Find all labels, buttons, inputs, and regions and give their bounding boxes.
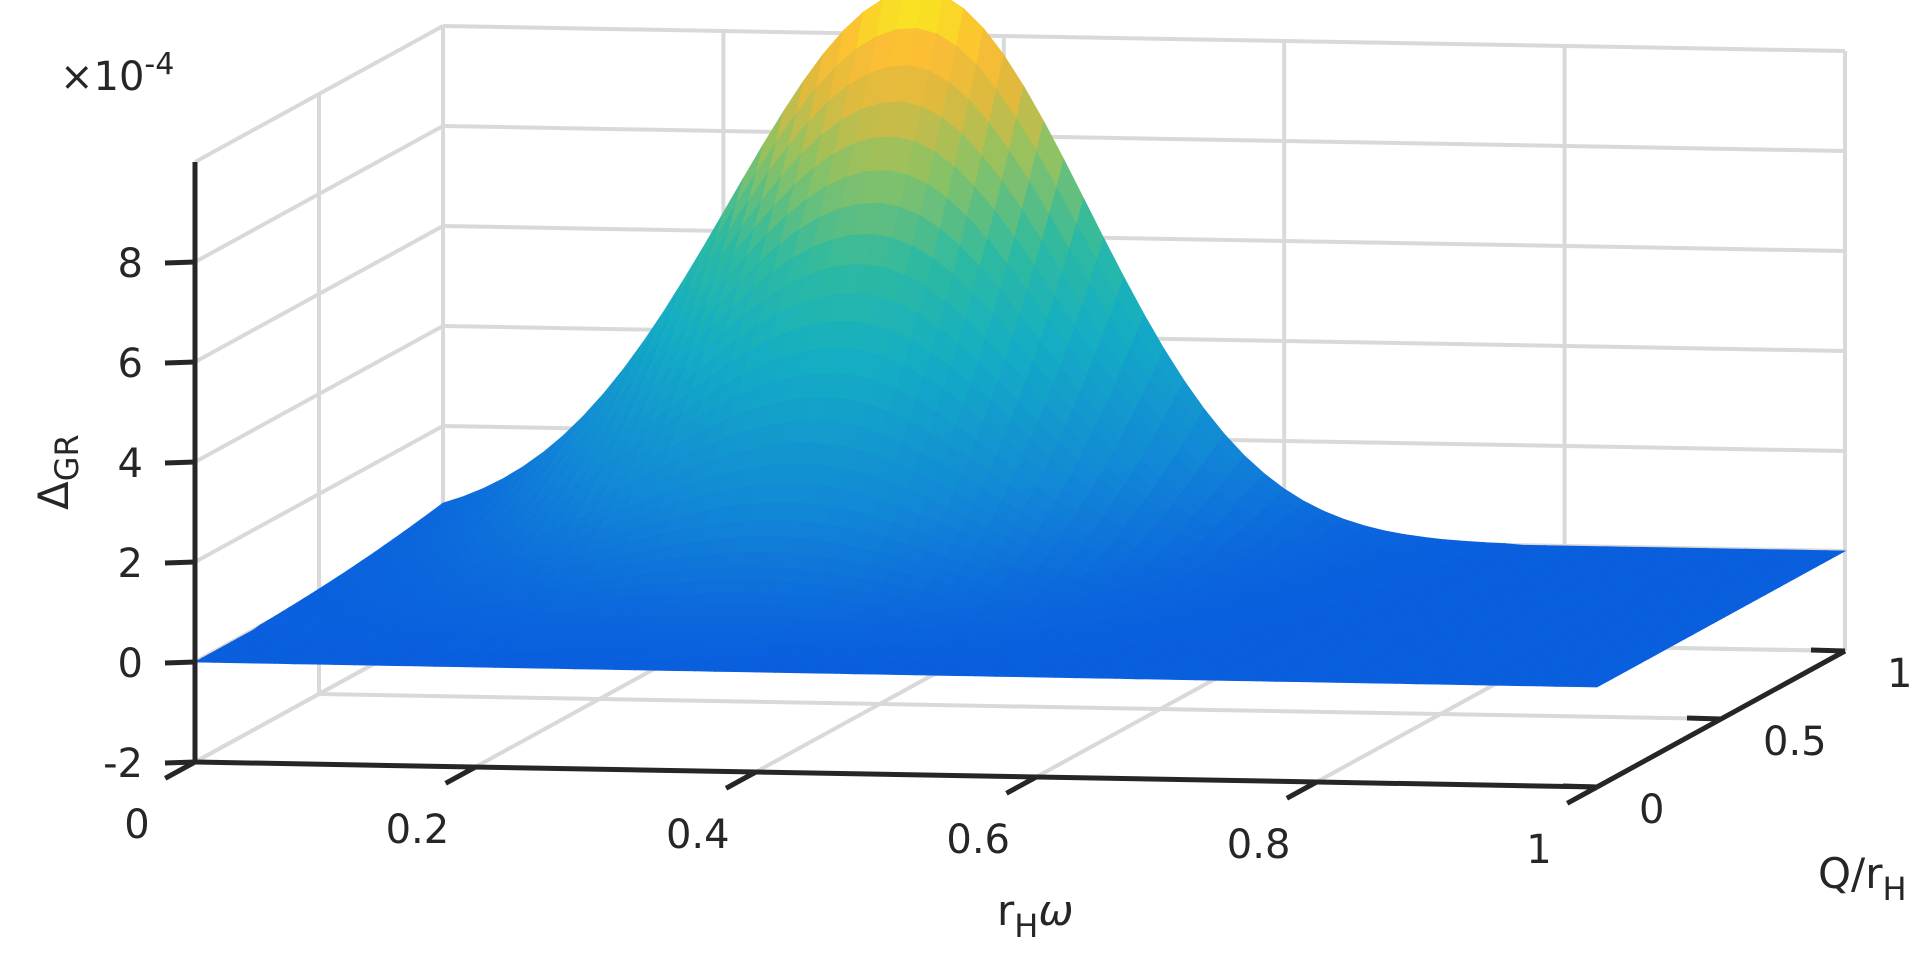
y-tick <box>1686 715 1722 722</box>
y-tick-label: 1 <box>1887 651 1912 697</box>
z-tick <box>164 359 196 366</box>
tick-labels: 0 0.2 0.4 0.6 0.8 1 0 0.5 1 -2 0 2 4 6 8 <box>103 241 1912 873</box>
z-tick-label: -2 <box>103 741 143 787</box>
y-tick-label: 0.5 <box>1763 719 1827 765</box>
grid-line <box>318 692 1722 721</box>
z-tick <box>164 759 196 766</box>
z-tick-label: 2 <box>118 541 143 587</box>
z-tick-label: 8 <box>118 241 143 287</box>
z-tick <box>164 559 196 566</box>
x-tick <box>724 769 758 791</box>
surface-facet <box>1575 682 1606 688</box>
x-tick-label: 0 <box>124 802 149 848</box>
z-tick-label: 4 <box>118 441 143 487</box>
axes <box>164 162 1847 806</box>
z-tick <box>164 259 196 266</box>
z-tick-label: 6 <box>118 341 143 387</box>
x-tick-label: 0.6 <box>946 817 1010 863</box>
z-axis-label: ΔGR <box>29 434 86 510</box>
x-tick-label: 1 <box>1526 827 1551 873</box>
x-tick <box>1285 779 1318 801</box>
y-tick-label: 0 <box>1639 787 1664 833</box>
x-tick-label: 0.8 <box>1227 822 1291 868</box>
x-axis-line <box>194 759 1598 790</box>
y-tick <box>1810 647 1846 654</box>
y-axis-label: Q/rH <box>1818 849 1907 908</box>
z-tick <box>164 659 196 666</box>
surface <box>193 0 1847 688</box>
grid-line <box>442 24 1846 53</box>
x-tick-label: 0.2 <box>386 807 450 853</box>
x-tick <box>1566 784 1599 806</box>
grid-line <box>442 124 1846 153</box>
y-tick <box>1562 783 1598 790</box>
x-tick-label: 0.4 <box>666 812 730 858</box>
x-axis-label: rHω <box>997 886 1074 945</box>
z-tick-label: 0 <box>118 641 143 687</box>
x-tick <box>1005 774 1038 796</box>
exponent-label: ×10-4 <box>60 47 174 100</box>
x-tick <box>444 764 477 786</box>
x-tick <box>164 759 197 781</box>
grid-line <box>442 224 1846 253</box>
z-tick <box>164 459 196 466</box>
